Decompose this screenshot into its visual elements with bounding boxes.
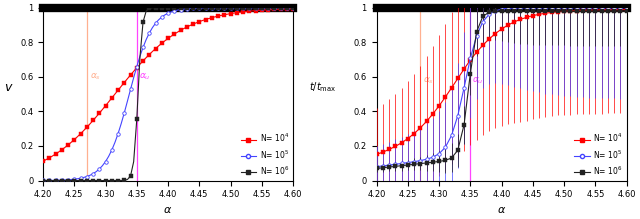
- Y-axis label: $t/t_{\rm max}$: $t/t_{\rm max}$: [309, 80, 337, 94]
- X-axis label: $\alpha$: $\alpha$: [497, 205, 506, 215]
- Legend: N= $10^4$, N= $10^5$, N= $10^6$: N= $10^4$, N= $10^5$, N= $10^6$: [241, 132, 289, 177]
- Text: $\alpha_s$: $\alpha_s$: [424, 75, 435, 86]
- X-axis label: $\alpha$: $\alpha$: [163, 205, 173, 215]
- Text: $\alpha_u$: $\alpha_u$: [472, 75, 484, 86]
- Text: $\alpha_s$: $\alpha_s$: [90, 72, 101, 82]
- Text: $\alpha_u$: $\alpha_u$: [139, 72, 150, 82]
- Y-axis label: $v$: $v$: [4, 81, 13, 94]
- Legend: N= $10^4$, N= $10^5$, N= $10^6$: N= $10^4$, N= $10^5$, N= $10^6$: [574, 132, 623, 177]
